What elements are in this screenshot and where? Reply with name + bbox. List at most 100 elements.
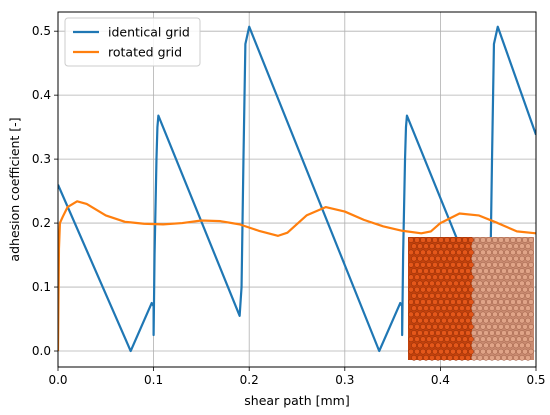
inset-atom	[414, 261, 420, 268]
inset-atom	[432, 323, 438, 330]
inset-atom	[489, 317, 495, 324]
inset-atom	[465, 342, 471, 349]
inset-atom	[486, 274, 492, 281]
inset-atom	[456, 249, 462, 256]
inset-atom	[474, 299, 480, 305]
inset-atom	[492, 323, 498, 330]
inset-atom	[480, 348, 486, 355]
inset-atom	[468, 249, 474, 256]
inset-atom	[417, 317, 423, 324]
inset-atom	[438, 336, 444, 343]
inset-atom	[477, 268, 483, 274]
inset-atom	[432, 286, 438, 293]
inset-atom	[501, 317, 507, 324]
inset-atom	[426, 261, 432, 268]
inset-atom	[516, 286, 522, 293]
inset-atom	[480, 237, 486, 243]
inset-atom	[435, 255, 441, 262]
inset-atom	[525, 305, 531, 312]
inset-atom	[486, 348, 492, 355]
inset-atom	[501, 255, 507, 262]
inset-atom	[507, 354, 513, 361]
x-axis-label: shear path [mm]	[244, 393, 349, 408]
inset-atom	[498, 323, 504, 330]
inset-atom	[471, 317, 477, 324]
inset-atom	[456, 323, 462, 330]
inset-atom	[459, 243, 465, 250]
inset-atom	[474, 323, 480, 330]
inset-atom	[471, 342, 477, 349]
inset-atom	[513, 305, 519, 312]
inset-atom	[501, 280, 507, 287]
inset-atom	[522, 237, 528, 243]
inset-atom	[483, 268, 489, 274]
inset-atom	[432, 249, 438, 256]
inset-atom	[456, 299, 462, 305]
inset-atom	[495, 317, 501, 324]
inset-atom	[495, 342, 501, 349]
inset-atom	[435, 280, 441, 287]
inset-atom	[450, 237, 456, 243]
inset-atom	[492, 348, 498, 355]
y-tick-label: 0.3	[32, 152, 51, 166]
inset-atom	[513, 255, 519, 262]
inset-atom	[444, 348, 450, 355]
inset-atom	[504, 286, 510, 293]
inset-atom	[507, 268, 513, 274]
inset-atom	[507, 280, 513, 287]
inset-atom	[453, 330, 459, 336]
inset-atom	[408, 249, 414, 256]
inset-atom	[486, 261, 492, 268]
inset-atom	[459, 317, 465, 324]
inset-atom	[519, 268, 525, 274]
inset-atom	[489, 305, 495, 312]
inset-atom	[426, 249, 432, 256]
inset-atom	[426, 348, 432, 355]
y-tick-label: 0.0	[32, 344, 51, 358]
inset-atom	[456, 274, 462, 281]
inset-atom	[501, 342, 507, 349]
series-line-2	[58, 200, 536, 352]
inset-atom	[495, 305, 501, 312]
inset-atom	[507, 330, 513, 336]
inset-atom	[516, 237, 522, 243]
inset-atom	[411, 255, 417, 262]
inset-atom	[450, 311, 456, 318]
inset-atom	[429, 330, 435, 336]
inset-atom	[483, 330, 489, 336]
inset-atom	[519, 354, 525, 361]
inset-atom	[483, 317, 489, 324]
inset-atom	[504, 249, 510, 256]
inset-atom	[447, 342, 453, 349]
inset-atom	[462, 299, 468, 305]
inset-atom	[450, 274, 456, 281]
inset-atom	[495, 255, 501, 262]
inset-atom	[492, 249, 498, 256]
inset-atom	[465, 354, 471, 361]
inset-atom	[420, 348, 426, 355]
inset-atom	[519, 317, 525, 324]
inset-atom	[411, 305, 417, 312]
inset-atom	[459, 268, 465, 274]
inset-atom	[483, 354, 489, 361]
inset-atom	[501, 305, 507, 312]
inset-atom	[525, 342, 531, 349]
inset-atom	[411, 354, 417, 361]
inset-atom	[477, 255, 483, 262]
inset-atom	[492, 311, 498, 318]
inset-atom	[441, 354, 447, 361]
inset-atom	[498, 299, 504, 305]
inset-atom	[510, 237, 516, 243]
axes-frame	[57, 11, 537, 368]
inset-atom	[498, 261, 504, 268]
inset-atom	[447, 354, 453, 361]
y-tick-label: 0.1	[32, 280, 51, 294]
inset-atom	[528, 286, 534, 293]
inset-atom	[513, 342, 519, 349]
inset-atom	[459, 255, 465, 262]
inset-atom	[519, 305, 525, 312]
inset-atom	[420, 299, 426, 305]
inset-atom	[444, 336, 450, 343]
inset-atom	[444, 299, 450, 305]
legend-label-2: rotated grid	[108, 45, 182, 60]
